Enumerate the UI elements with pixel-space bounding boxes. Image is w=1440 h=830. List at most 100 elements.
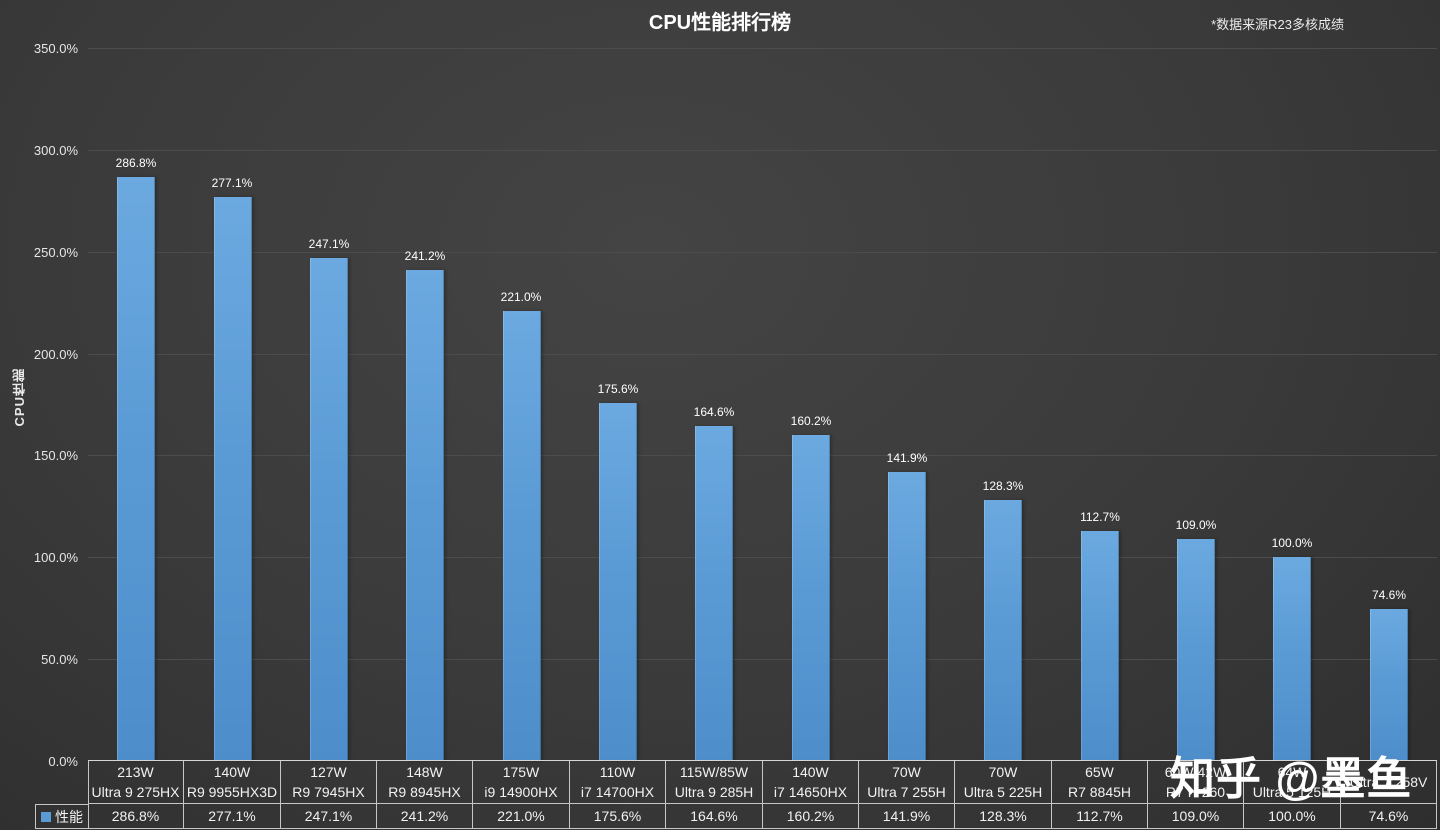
bar-value-label: 112.7% <box>1080 510 1120 524</box>
category-power-label: 140W <box>792 764 829 780</box>
bar-value-label: 100.0% <box>1271 536 1313 550</box>
chart-title: CPU性能排行榜 <box>648 12 792 34</box>
category-cell: 60W/42W R7 H 260 <box>1148 761 1244 804</box>
bar <box>792 435 830 761</box>
gridline <box>88 150 1437 151</box>
value-cell: 74.6% <box>1341 804 1437 829</box>
gridline <box>88 354 1437 355</box>
bar <box>599 403 637 761</box>
category-power-label: 127W <box>310 764 347 780</box>
bar <box>214 197 252 761</box>
value-cell: 175.6% <box>570 804 666 829</box>
bar <box>1081 531 1119 761</box>
category-model-label: R9 8945HX <box>388 784 461 800</box>
bar-value-label: 286.8% <box>115 156 157 170</box>
series-color-swatch-icon <box>41 811 51 822</box>
category-model-label: i7 14700HX <box>580 784 655 800</box>
value-cell: 160.2% <box>763 804 859 829</box>
category-model-label: Ultra 5 225H <box>963 784 1043 800</box>
value-cell: 128.3% <box>955 804 1052 829</box>
y-tick-label: 250.0% <box>33 245 78 260</box>
table-left-border <box>88 761 89 804</box>
category-power-label: 70W <box>892 764 921 780</box>
y-tick-label: 350.0% <box>33 41 78 56</box>
category-model-label: i7 14650HX <box>773 784 848 800</box>
value-cell: 141.9% <box>859 804 955 829</box>
gridline <box>88 48 1437 49</box>
bar <box>406 270 444 761</box>
y-tick-label: 200.0% <box>33 347 78 362</box>
value-cell: 277.1% <box>184 804 281 829</box>
gridline <box>88 252 1437 253</box>
bar-value-label: 109.0% <box>1175 518 1217 532</box>
bar <box>984 500 1022 761</box>
bar-value-label: 221.0% <box>500 290 542 304</box>
category-model-label: R7 8845H <box>1067 784 1132 800</box>
value-cell: 221.0% <box>473 804 570 829</box>
gridline <box>88 659 1437 660</box>
value-cell: 164.6% <box>666 804 763 829</box>
bar <box>310 258 348 761</box>
category-cell: 65W R7 8845H <box>1052 761 1148 804</box>
value-cell: 109.0% <box>1148 804 1244 829</box>
x-axis-line <box>88 760 1437 761</box>
value-cell: 286.8% <box>88 804 184 829</box>
category-power-label: 175W <box>502 764 540 780</box>
category-model-label: R9 9955HX3D <box>186 784 278 800</box>
category-cell: 175W i9 14900HX <box>473 761 570 804</box>
category-model-label: Ultra 9 285H <box>674 784 754 800</box>
bar-value-label: 141.9% <box>886 451 928 465</box>
category-cell: 140W i7 14650HX <box>763 761 859 804</box>
category-cell: 115W/85W Ultra 9 285H <box>666 761 763 804</box>
y-tick-label: 50.0% <box>41 652 78 667</box>
category-cell: 70W Ultra 7 255H <box>859 761 955 804</box>
y-tick-label: 150.0% <box>33 448 78 463</box>
bar <box>888 472 926 761</box>
category-power-label: 60W/42W <box>1164 764 1227 780</box>
category-model-label: Ultra 7 258V <box>1349 774 1428 790</box>
bar-value-label: 247.1% <box>308 237 350 251</box>
value-cell: 241.2% <box>377 804 473 829</box>
category-power-label: 110W <box>599 764 636 780</box>
category-power-label: 148W <box>406 764 443 780</box>
bar <box>117 177 155 761</box>
category-cell: 148W R9 8945HX <box>377 761 473 804</box>
category-cell: Ultra 7 258V <box>1341 761 1437 804</box>
bar <box>1177 539 1215 761</box>
category-model-label: R7 H 260 <box>1165 784 1226 800</box>
category-power-label: 65W <box>1085 764 1114 780</box>
bar-value-label: 241.2% <box>404 249 446 263</box>
category-cell: 110W i7 14700HX <box>570 761 666 804</box>
category-model-label: Ultra 7 255H <box>867 784 946 800</box>
category-model-label: Ultra 5 125H <box>1252 784 1332 800</box>
watermark: 知乎 @墨鱼 <box>1170 753 1413 804</box>
bar <box>1370 609 1408 761</box>
y-axis-title: CPU性能 <box>12 368 27 427</box>
category-cell: 127W R9 7945HX <box>281 761 377 804</box>
category-power-label: 115W/85W <box>679 764 749 780</box>
value-cell: 100.0% <box>1244 804 1341 829</box>
category-power-label: 70W <box>988 764 1018 780</box>
legend-label: 性能 <box>55 808 83 825</box>
bar <box>503 311 541 761</box>
y-tick-label: 0.0% <box>48 754 78 769</box>
category-cell: 70W Ultra 5 225H <box>955 761 1052 804</box>
legend-cell: 性能 <box>35 804 89 829</box>
category-power-label: 213W <box>117 764 154 780</box>
category-model-label: R9 7945HX <box>292 784 365 800</box>
bar <box>695 426 733 761</box>
category-power-label: 140W <box>213 764 251 780</box>
category-cell: 213W Ultra 9 275HX <box>88 761 184 804</box>
bar-value-label: 128.3% <box>982 479 1024 493</box>
bar <box>1273 557 1311 761</box>
gridline <box>88 455 1437 456</box>
category-model-label: Ultra 9 275HX <box>91 784 180 800</box>
category-model-label: i9 14900HX <box>484 784 558 800</box>
category-cell: 64W Ultra 5 125H <box>1244 761 1341 804</box>
source-note: *数据来源R23多核成绩 <box>1211 17 1344 32</box>
bar-value-label: 74.6% <box>1371 588 1407 602</box>
category-power-label: 64W <box>1277 764 1307 780</box>
bar-value-label: 175.6% <box>597 382 639 396</box>
value-cell: 247.1% <box>281 804 377 829</box>
